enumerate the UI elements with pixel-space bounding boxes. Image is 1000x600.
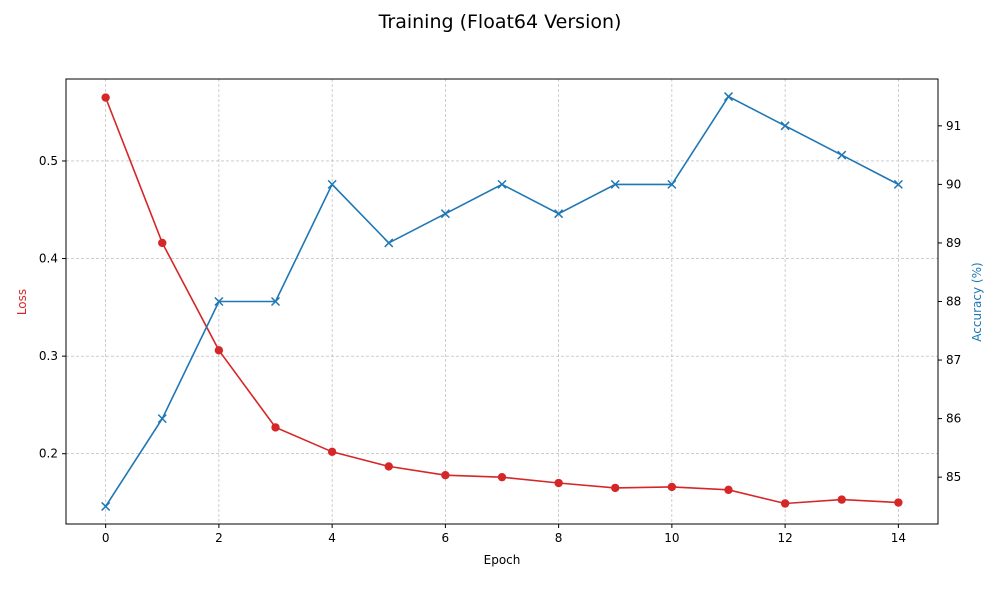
- accuracy-point: [723, 92, 734, 102]
- loss-point: [441, 471, 450, 480]
- x-tick-label: 0: [102, 531, 110, 545]
- accuracy-point: [440, 209, 450, 219]
- accuracy-line: [104, 95, 899, 507]
- right-tick-label: 90: [946, 177, 961, 191]
- accuracy-point: [893, 179, 903, 189]
- loss-point: [894, 498, 903, 507]
- x-axis-title: Epoch: [484, 553, 521, 567]
- right-tick-label: 85: [946, 470, 961, 484]
- loss-point: [101, 93, 110, 102]
- accuracy-point: [497, 179, 507, 189]
- right-tick-label: 87: [946, 353, 961, 367]
- left-tick-label: 0.3: [39, 349, 58, 363]
- right-tick-label: 89: [946, 236, 961, 250]
- right-tick-label: 86: [946, 412, 961, 426]
- accuracy-point: [610, 179, 620, 189]
- axes-layer: 0 2 4 6 8 10 12 14 0.2 0.3 0.4 0.5 85 86 87 88 89 90 91: [39, 119, 961, 545]
- accuracy-point: [837, 150, 847, 160]
- accuracy-point: [384, 238, 394, 248]
- plot-frame: [65, 78, 939, 525]
- accuracy-point: [214, 296, 224, 307]
- right-axis-title: Accuracy (%): [970, 262, 984, 341]
- left-tick-label: 0.4: [39, 252, 58, 266]
- x-tick-label: 14: [891, 531, 906, 545]
- loss-point: [214, 346, 224, 355]
- accuracy-point: [780, 121, 790, 131]
- accuracy-point: [667, 179, 677, 189]
- loss-point: [667, 482, 677, 492]
- x-tick-label: 8: [555, 531, 563, 545]
- loss-point: [724, 485, 733, 495]
- x-tick-label: 6: [442, 531, 450, 545]
- accuracy-point: [554, 209, 564, 219]
- left-tick-label: 0.5: [39, 154, 58, 168]
- accuracy-point: [101, 501, 111, 511]
- loss-point: [384, 462, 393, 471]
- accuracy-point: [327, 179, 337, 189]
- grid-lines: [66, 79, 938, 524]
- accuracy-point: [157, 414, 167, 424]
- left-axis-title: Loss: [15, 289, 29, 315]
- loss-point: [327, 447, 337, 456]
- chart-title: Training (Float64 Version): [378, 11, 622, 33]
- left-tick-label: 0.2: [39, 447, 58, 461]
- right-tick-label: 88: [946, 295, 961, 309]
- accuracy-point: [270, 296, 281, 307]
- series-layer: [101, 92, 903, 511]
- right-tick-label: 91: [946, 119, 961, 133]
- x-tick-label: 4: [328, 531, 336, 545]
- loss-point: [780, 499, 790, 508]
- loss-point: [837, 495, 846, 504]
- loss-point: [271, 423, 280, 432]
- loss-point: [611, 483, 620, 493]
- loss-point: [158, 238, 167, 248]
- x-tick-label: 12: [777, 531, 792, 545]
- loss-point: [554, 478, 563, 488]
- x-tick-label: 10: [664, 531, 679, 545]
- x-tick-label: 2: [215, 531, 223, 545]
- loss-line: [104, 97, 899, 505]
- loss-point: [497, 472, 507, 482]
